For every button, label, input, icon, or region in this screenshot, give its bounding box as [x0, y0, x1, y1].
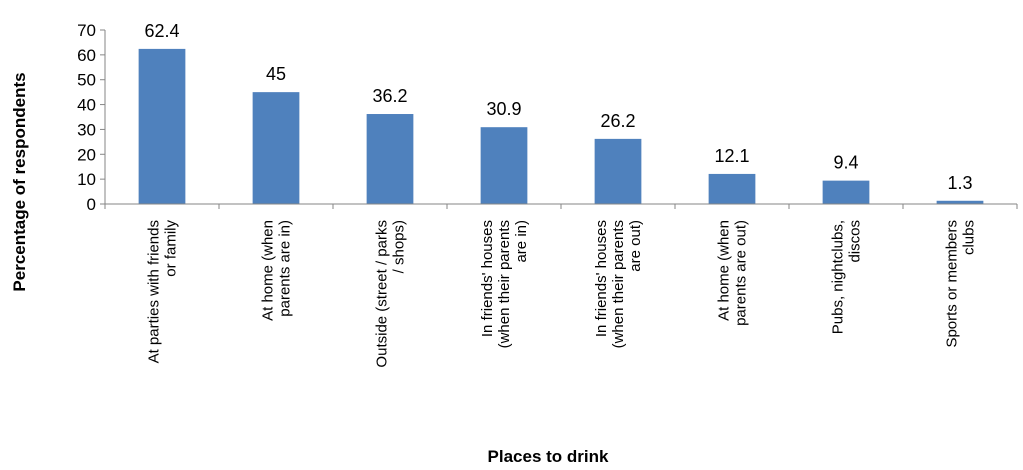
- x-axis-title: Places to drink: [488, 447, 609, 466]
- bar-7: [936, 200, 984, 204]
- category-label-6-line-0: Pubs, nightclubs,: [830, 220, 847, 334]
- y-tick-label-5: 50: [77, 71, 96, 90]
- bar-2: [366, 114, 414, 204]
- bar-0: [138, 48, 186, 204]
- category-label-3: In friends' houses (when their parents are…: [479, 220, 530, 348]
- y-axis: 0 10 20 30 40 50 60 70: [77, 21, 106, 214]
- category-label-4-line-0: In friends' houses: [593, 220, 610, 337]
- category-label-5-line-0: At home (when: [716, 220, 733, 321]
- category-label-6: Pubs, nightclubs, discos: [830, 220, 864, 334]
- bar-6: [822, 180, 870, 204]
- category-label-6-line-1: discos: [847, 220, 864, 263]
- bar-4: [594, 138, 642, 204]
- category-label-1-line-0: At home (when: [260, 220, 277, 321]
- category-label-7-line-1: clubs: [961, 220, 978, 255]
- y-tick-label-2: 20: [77, 145, 96, 164]
- data-label-2: 36.2: [372, 86, 407, 106]
- data-label-4: 26.2: [600, 111, 635, 131]
- category-label-7-line-0: Sports or members: [944, 220, 961, 348]
- category-label-4: In friends' houses (when their parents are…: [593, 220, 644, 348]
- data-label-3: 30.9: [486, 99, 521, 119]
- y-tick-label-4: 40: [77, 96, 96, 115]
- category-label-3-line-1: (when their parents: [496, 220, 513, 348]
- data-label-0: 62.4: [144, 21, 179, 41]
- y-tick-label-3: 30: [77, 120, 96, 139]
- y-tick-label-1: 10: [77, 170, 96, 189]
- category-label-2-line-1: / shops): [391, 220, 408, 273]
- y-tick-label-7: 70: [77, 21, 96, 40]
- data-label-1: 45: [266, 64, 286, 84]
- y-tick-label-6: 60: [77, 46, 96, 65]
- category-label-0: At parties with friends or family: [146, 220, 180, 364]
- category-label-5-line-1: parents are out): [733, 220, 750, 326]
- category-label-1: At home (when parents are in): [260, 220, 294, 321]
- category-label-1-line-1: parents are in): [277, 220, 294, 317]
- category-label-5: At home (when parents are out): [716, 220, 750, 326]
- data-label-6: 9.4: [833, 153, 858, 173]
- category-label-4-line-2: are out): [627, 220, 644, 272]
- category-label-7: Sports or members clubs: [944, 220, 978, 348]
- category-label-3-line-0: In friends' houses: [479, 220, 496, 337]
- data-labels: 62.4 45 36.2 30.9 26.2 12.1 9.4 1.3: [144, 21, 972, 193]
- category-label-4-line-1: (when their parents: [610, 220, 627, 348]
- category-label-0-line-1: or family: [163, 220, 180, 277]
- bar-1: [252, 92, 300, 204]
- bar-5: [708, 173, 756, 204]
- category-label-2: Outside (street / parks / shops): [374, 220, 408, 368]
- y-tick-label-0: 0: [87, 195, 96, 214]
- y-axis-title: Percentage of respondents: [10, 72, 29, 291]
- x-axis: At parties with friends or family At home …: [104, 203, 1018, 368]
- category-label-3-line-2: are in): [513, 220, 530, 263]
- bars: [138, 48, 984, 204]
- data-label-5: 12.1: [714, 146, 749, 166]
- category-label-0-line-0: At parties with friends: [146, 220, 163, 363]
- bar-3: [480, 127, 528, 204]
- category-label-2-line-0: Outside (street / parks: [374, 220, 391, 368]
- data-label-7: 1.3: [947, 173, 972, 193]
